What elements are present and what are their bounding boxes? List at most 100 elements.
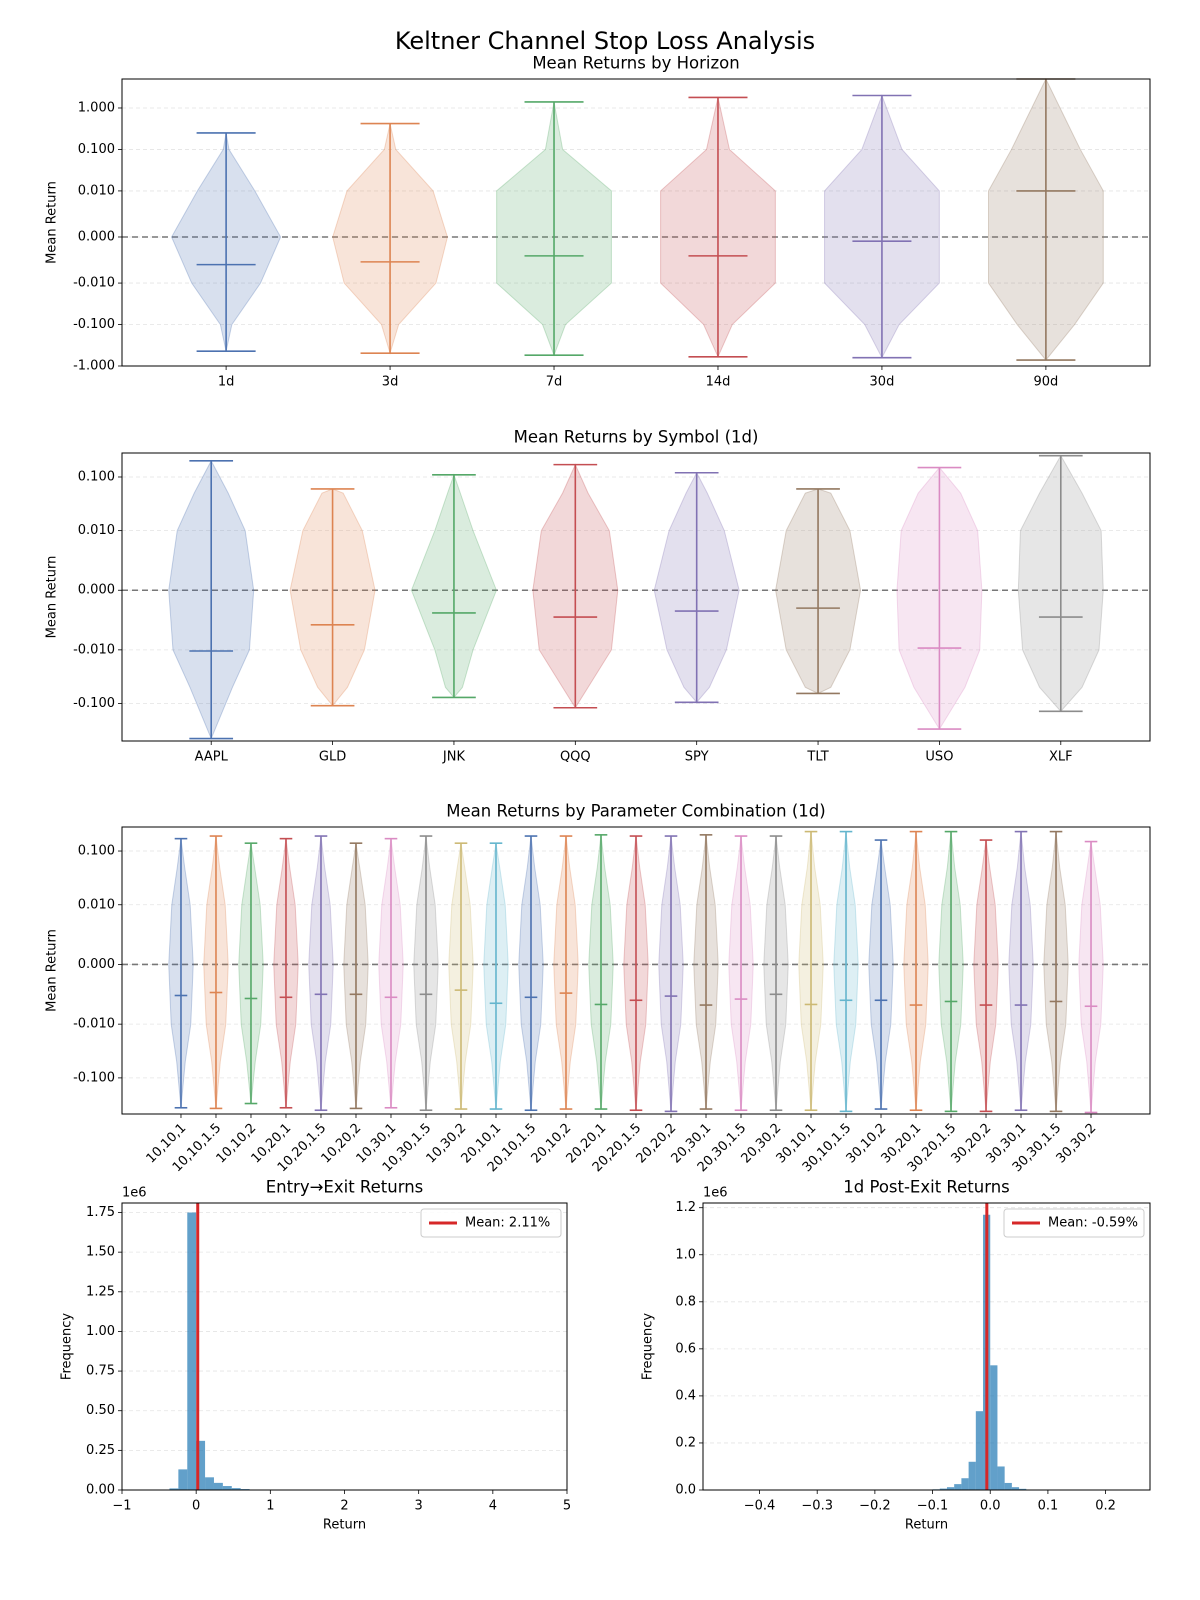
x-tick-label: −1	[112, 1499, 131, 1514]
x-tick-label: XLF	[1049, 750, 1073, 765]
y-tick-label: -0.010	[73, 1017, 115, 1032]
histogram-bar	[213, 1482, 223, 1490]
x-tick-label: 0.1	[1038, 1499, 1059, 1514]
legend-box	[420, 1208, 562, 1238]
histogram-bar	[946, 1487, 955, 1490]
histogram-bar	[975, 1411, 984, 1490]
x-tick-label: 7d	[546, 375, 563, 390]
legend: Mean: 2.11%	[420, 1208, 562, 1238]
y-tick-label: 0.010	[78, 183, 115, 198]
y-tick-label: 0.25	[86, 1443, 115, 1458]
y-tick-label: -0.010	[73, 276, 115, 291]
axes-frame	[121, 1202, 568, 1491]
y-tick-label: 0.8	[675, 1294, 696, 1309]
y-tick-label: 0.50	[86, 1403, 115, 1418]
y-tick-label: 0.000	[78, 583, 115, 598]
x-tick-label: TLT	[806, 750, 828, 765]
axes-frame	[702, 1202, 1151, 1491]
histogram-bar	[961, 1478, 969, 1490]
y-offset-label: 1e6	[122, 1186, 147, 1201]
x-axis-label: Return	[905, 1518, 948, 1533]
x-tick-label: 90d	[1033, 375, 1058, 390]
x-tick-label: 3	[415, 1499, 423, 1514]
y-tick-label: 0.000	[78, 229, 115, 244]
y-axis-label: Mean Return	[45, 929, 60, 1012]
histogram-bar	[939, 1488, 947, 1490]
y-tick-label: 1.00	[86, 1324, 115, 1339]
x-tick-label: 14d	[706, 375, 731, 390]
histogram-bar	[968, 1461, 976, 1490]
histogram-bar	[997, 1466, 1005, 1490]
y-tick-label: 0.4	[675, 1388, 696, 1403]
y-tick-label: -0.100	[73, 317, 115, 332]
axes-frame	[121, 826, 1151, 1115]
x-tick-label: GLD	[319, 750, 346, 765]
legend-label: Mean: 2.11%	[465, 1216, 550, 1231]
y-tick-label: -0.010	[73, 642, 115, 657]
x-tick-label: 1d	[218, 375, 235, 390]
y-tick-label: 0.2	[675, 1435, 696, 1450]
x-tick-label: 5	[563, 1499, 571, 1514]
y-tick-label: 1.000	[78, 100, 115, 115]
y-tick-label: 0.010	[78, 523, 115, 538]
y-tick-label: 1.2	[675, 1200, 696, 1215]
x-tick-label: AAPL	[195, 750, 229, 765]
y-tick-label: 0.000	[78, 957, 115, 972]
histogram-bar	[954, 1484, 962, 1490]
y-tick-label: 0.100	[78, 844, 115, 859]
x-tick-label: 3d	[382, 375, 399, 390]
chart-title: Entry→Exit Returns	[266, 1178, 424, 1197]
histogram-bar	[169, 1488, 179, 1490]
x-tick-label: JNK	[442, 750, 466, 765]
y-axis-label: Mean Return	[45, 556, 60, 639]
chart-title: Mean Returns by Parameter Combination (1…	[446, 802, 825, 821]
x-tick-label: USO	[925, 750, 953, 765]
x-tick-label: −0.2	[859, 1499, 891, 1514]
axes-frame	[121, 452, 1151, 742]
y-tick-label: -1.000	[73, 359, 115, 374]
axes-frame	[121, 78, 1151, 367]
histogram-bar	[196, 1440, 206, 1490]
x-tick-label: 4	[489, 1499, 497, 1514]
y-offset-label: 1e6	[703, 1186, 728, 1201]
histogram-bar	[1004, 1482, 1012, 1490]
x-axis-label: Return	[323, 1518, 366, 1533]
y-tick-label: 0.100	[78, 142, 115, 157]
x-tick-label: 0	[192, 1499, 200, 1514]
x-tick-label: SPY	[685, 750, 709, 765]
y-tick-label: 0.75	[86, 1364, 115, 1379]
y-tick-label: 0.0	[675, 1483, 696, 1498]
histogram-bar	[990, 1365, 998, 1490]
x-tick-label: 0.0	[980, 1499, 1001, 1514]
figure-title: Keltner Channel Stop Loss Analysis	[395, 27, 815, 55]
x-tick-label: −0.3	[801, 1499, 833, 1514]
histogram-bar	[222, 1486, 232, 1490]
y-tick-label: 1.50	[86, 1245, 115, 1260]
y-axis-label: Mean Return	[45, 181, 60, 264]
x-tick-label: 1	[266, 1499, 274, 1514]
y-axis-label: Frequency	[641, 1313, 656, 1380]
x-tick-label: −0.1	[917, 1499, 949, 1514]
x-tick-label: 0.2	[1095, 1499, 1116, 1514]
y-tick-label: 0.010	[78, 897, 115, 912]
y-axis-label: Frequency	[60, 1313, 75, 1380]
chart-title: 1d Post-Exit Returns	[843, 1178, 1010, 1197]
histogram-bar	[178, 1469, 188, 1490]
histogram-bar	[1011, 1487, 1020, 1490]
chart-title: Mean Returns by Symbol (1d)	[514, 428, 759, 447]
chart-title: Mean Returns by Horizon	[532, 54, 739, 73]
histogram-bar	[231, 1488, 241, 1490]
histogram-bar	[205, 1477, 214, 1490]
y-tick-label: -0.100	[73, 696, 115, 711]
legend: Mean: -0.59%	[1003, 1208, 1145, 1238]
x-tick-label: 2	[340, 1499, 348, 1514]
legend-box	[1003, 1208, 1145, 1238]
x-tick-label: 30d	[870, 375, 895, 390]
y-tick-label: 0.100	[78, 469, 115, 484]
y-tick-label: 0.6	[675, 1341, 696, 1356]
x-tick-label: −0.4	[744, 1499, 776, 1514]
histogram-bar	[1019, 1488, 1027, 1490]
y-tick-label: 1.75	[86, 1205, 115, 1220]
